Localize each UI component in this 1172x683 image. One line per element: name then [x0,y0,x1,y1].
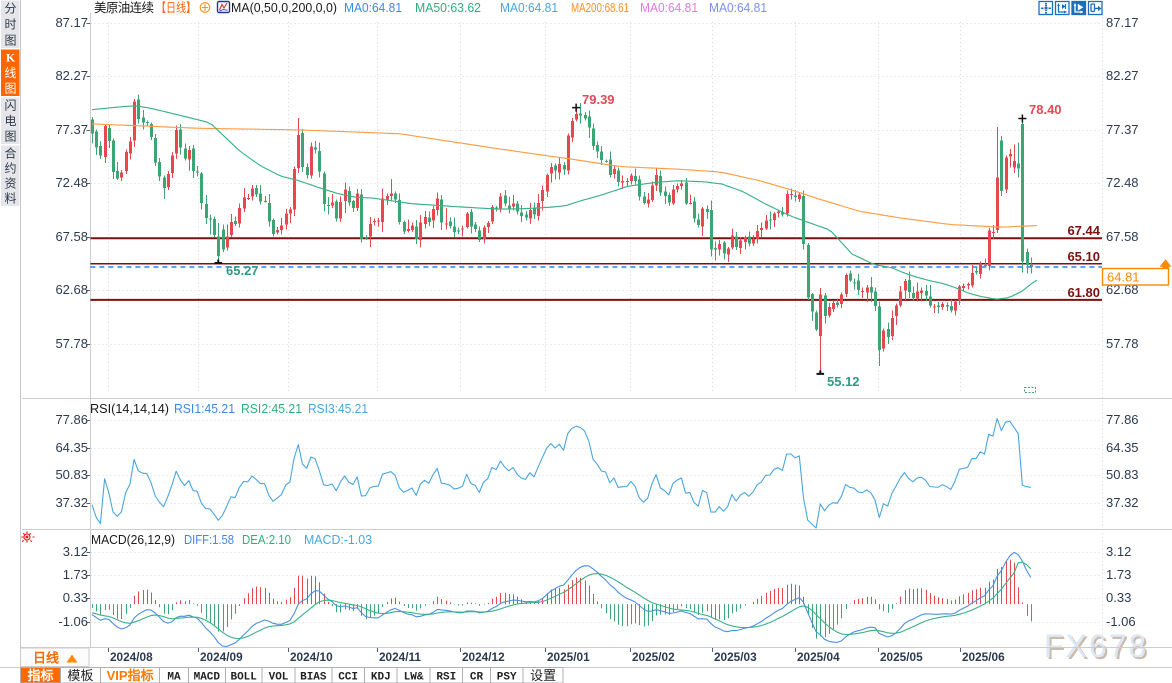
svg-text:77.86: 77.86 [1106,412,1139,427]
svg-text:61.80: 61.80 [1067,285,1100,300]
svg-text:日线: 日线 [33,651,59,666]
svg-text:RSI3:45.21: RSI3:45.21 [308,401,368,416]
svg-text:3.12: 3.12 [1106,544,1131,559]
svg-text:图: 图 [4,33,16,47]
svg-text:2025/01: 2025/01 [547,650,590,664]
svg-text:55.12: 55.12 [827,374,860,389]
svg-text:模板: 模板 [67,668,93,683]
svg-text:MA0:64.81: MA0:64.81 [640,1,698,15]
svg-text:图: 图 [4,82,16,96]
svg-text:合: 合 [4,145,16,160]
svg-text:K: K [6,51,16,65]
svg-text:57.78: 57.78 [1106,336,1139,351]
svg-text:82.27: 82.27 [55,68,88,83]
svg-text:约: 约 [4,160,16,175]
svg-text:MACD:-1.03: MACD:-1.03 [304,532,372,547]
svg-text:2025/03: 2025/03 [714,650,757,664]
svg-text:2024/08: 2024/08 [110,650,153,664]
svg-text:50.83: 50.83 [1106,467,1139,482]
svg-text:线: 线 [4,66,16,80]
svg-text:72.48: 72.48 [55,175,88,190]
svg-text:MA0:64.81: MA0:64.81 [500,1,558,15]
svg-text:1.73: 1.73 [1106,567,1131,582]
svg-text:分: 分 [4,2,16,16]
svg-text:64.81: 64.81 [1107,270,1140,285]
svg-text:77.86: 77.86 [55,412,88,427]
svg-text:MACD(26,12,9): MACD(26,12,9) [91,532,175,547]
svg-text:时: 时 [4,18,16,32]
svg-text:67.44: 67.44 [1067,223,1100,238]
svg-text:BOLL: BOLL [230,672,257,683]
svg-text:MA0:64.81: MA0:64.81 [709,1,767,15]
svg-text:2025/04: 2025/04 [797,650,840,664]
svg-text:2024/09: 2024/09 [200,650,243,664]
svg-text:指标: 指标 [27,668,53,683]
svg-text:BIAS: BIAS [300,672,327,683]
svg-text:87.17: 87.17 [55,15,88,30]
svg-text:MACD: MACD [194,672,221,683]
svg-text:DEA:2.10: DEA:2.10 [242,532,291,547]
svg-text:MA0:64.81: MA0:64.81 [344,1,402,15]
svg-text:1.73: 1.73 [63,567,88,582]
svg-text:67.58: 67.58 [55,229,88,244]
svg-text:37.32: 37.32 [55,495,88,510]
svg-text:-1.06: -1.06 [58,614,88,629]
svg-text:64.35: 64.35 [1106,440,1139,455]
svg-text:设置: 设置 [530,668,556,683]
svg-text:料: 料 [4,192,16,206]
svg-text:72.48: 72.48 [1106,175,1139,190]
svg-text:MA50:63.62: MA50:63.62 [415,1,481,15]
svg-text:0.33: 0.33 [1106,590,1131,605]
svg-text:2024/12: 2024/12 [462,650,505,664]
svg-text:FX678: FX678 [1044,628,1148,664]
svg-text:MA200:68.61: MA200:68.61 [571,1,629,15]
svg-text:美原油连续: 美原油连续 [94,0,154,15]
svg-text:MA: MA [167,672,181,683]
svg-text:87.17: 87.17 [1106,15,1139,30]
svg-text:KDJ: KDJ [371,672,391,683]
svg-text:RSI1:45.21: RSI1:45.21 [174,401,235,416]
svg-text:电: 电 [4,114,16,128]
svg-text:78.40: 78.40 [1029,102,1062,117]
svg-text:62.68: 62.68 [1106,282,1139,297]
svg-text:65.10: 65.10 [1067,249,1100,264]
svg-text:-1.06: -1.06 [1106,614,1136,629]
svg-text:2024/11: 2024/11 [379,650,421,664]
svg-text:RSI(14,14,14): RSI(14,14,14) [90,401,169,416]
svg-text:LW&: LW& [404,672,424,683]
svg-text:RSI: RSI [436,672,456,683]
svg-text:MA(0,50,0,200,0,0): MA(0,50,0,200,0,0) [231,1,337,15]
svg-text:2024/10: 2024/10 [290,650,333,664]
svg-text:资: 资 [4,177,16,191]
svg-text:【日线】: 【日线】 [156,1,196,15]
svg-text:79.39: 79.39 [582,92,615,107]
svg-text:82.27: 82.27 [1106,68,1139,83]
svg-text:2025/05: 2025/05 [880,650,923,664]
svg-text:VOL: VOL [269,672,289,683]
svg-text:RSI2:45.21: RSI2:45.21 [241,401,302,416]
svg-text:77.37: 77.37 [55,122,88,137]
svg-text:50.83: 50.83 [55,467,88,482]
svg-text:77.37: 77.37 [1106,122,1139,137]
svg-text:64.35: 64.35 [55,440,88,455]
svg-text:2025/02: 2025/02 [632,650,675,664]
svg-text:2025/06: 2025/06 [962,650,1005,664]
svg-text:37.32: 37.32 [1106,495,1139,510]
svg-text:DIFF:1.58: DIFF:1.58 [184,532,234,547]
svg-text:闪: 闪 [4,99,16,113]
svg-text:67.58: 67.58 [1106,229,1139,244]
svg-text:PSY: PSY [497,672,517,683]
svg-text:62.68: 62.68 [55,282,88,297]
svg-text:VIP指标: VIP指标 [107,668,154,683]
svg-text:65.27: 65.27 [226,263,259,278]
svg-text:57.78: 57.78 [55,336,88,351]
svg-text:0.33: 0.33 [63,590,88,605]
svg-text:CR: CR [470,672,484,683]
svg-text:图: 图 [4,129,16,143]
svg-text:CCI: CCI [338,672,358,683]
svg-text:3.12: 3.12 [63,544,88,559]
